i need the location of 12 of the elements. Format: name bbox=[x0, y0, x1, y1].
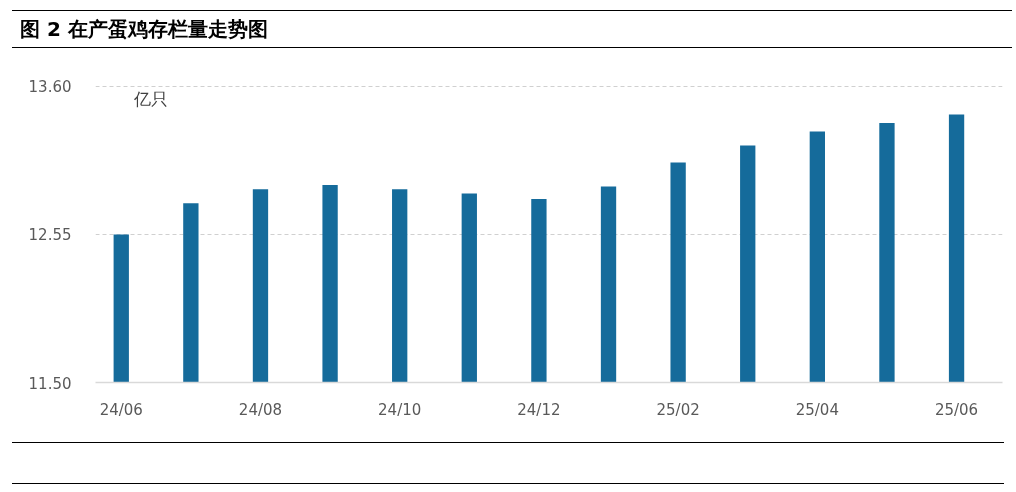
y-tick-label: 13.60 bbox=[28, 78, 72, 97]
x-tick-label: 24/08 bbox=[238, 400, 283, 419]
x-tick-label: 24/10 bbox=[378, 400, 422, 419]
x-tick-label: 24/12 bbox=[517, 400, 561, 419]
y-tick-label: 11.50 bbox=[28, 374, 72, 393]
x-tick-label: 25/04 bbox=[795, 400, 839, 419]
x-tick-label: 25/06 bbox=[934, 400, 979, 419]
chart-title: 图 2 在产蛋鸡存栏量走势图 bbox=[20, 16, 268, 43]
y-tick-label: 12.55 bbox=[28, 226, 72, 245]
y-axis-title: 亿只 bbox=[132, 89, 168, 110]
x-tick-label: 25/02 bbox=[656, 400, 700, 419]
x-tick-label: 24/06 bbox=[99, 400, 143, 419]
